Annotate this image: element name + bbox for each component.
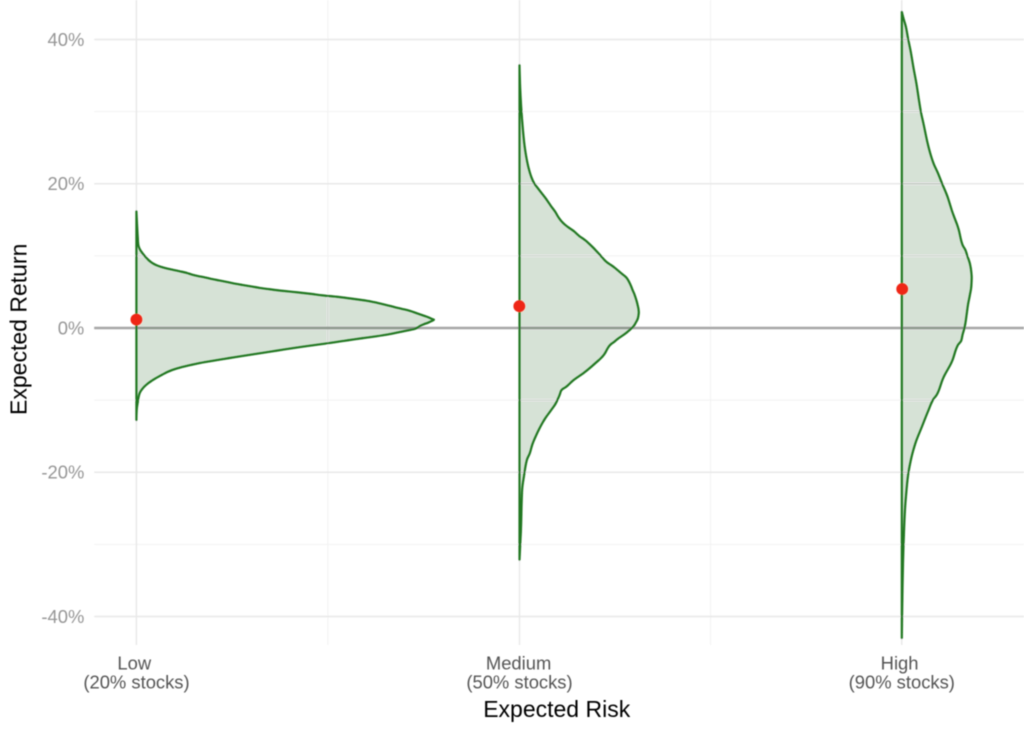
svg-text:0%: 0%	[58, 317, 85, 338]
svg-text:-20%: -20%	[41, 462, 84, 483]
svg-text:Low: Low	[117, 653, 151, 674]
svg-text:40%: 40%	[47, 29, 84, 50]
svg-text:(50% stocks): (50% stocks)	[466, 671, 572, 692]
svg-text:20%: 20%	[47, 173, 84, 194]
svg-text:(90% stocks): (90% stocks)	[849, 671, 955, 692]
svg-text:High: High	[881, 653, 919, 674]
svg-text:Medium: Medium	[486, 653, 551, 674]
svg-text:Expected Risk: Expected Risk	[483, 696, 631, 722]
svg-text:-40%: -40%	[41, 606, 84, 627]
svg-text:Expected Return: Expected Return	[6, 244, 32, 415]
svg-text:(20% stocks): (20% stocks)	[83, 671, 189, 692]
